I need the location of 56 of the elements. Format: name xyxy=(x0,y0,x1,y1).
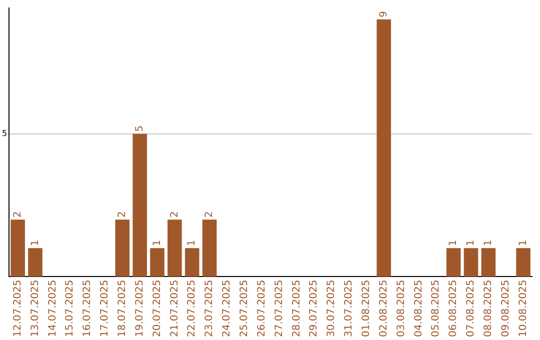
x-tick-label: 05.08.2025 xyxy=(430,280,442,338)
x-tick-label: 15.07.2025 xyxy=(64,280,76,338)
x-tick-label: 30.07.2025 xyxy=(326,280,338,338)
x-tick-label: 17.07.2025 xyxy=(100,280,111,338)
bar xyxy=(115,220,130,277)
x-tick-label: 25.07.2025 xyxy=(238,280,250,338)
bar xyxy=(150,248,164,277)
data-label: 1 xyxy=(448,240,460,246)
bar xyxy=(132,134,147,277)
x-tick-label: 24.07.2025 xyxy=(222,280,233,338)
x-tick-label: 13.07.2025 xyxy=(30,280,41,338)
x-tick-label: 29.07.2025 xyxy=(308,280,320,338)
x-tick-label: 04.08.2025 xyxy=(413,280,424,338)
data-label: 1 xyxy=(518,240,529,246)
data-label: 9 xyxy=(378,11,390,18)
data-label: 2 xyxy=(204,211,216,218)
x-tick-label: 06.08.2025 xyxy=(448,280,460,338)
x-tick-label: 20.07.2025 xyxy=(152,280,163,338)
data-label: 2 xyxy=(116,211,128,218)
bar xyxy=(481,248,496,277)
bar xyxy=(28,248,42,277)
x-tick-label: 01.08.2025 xyxy=(361,280,372,338)
x-tick-label: 12.07.2025 xyxy=(12,280,24,338)
x-tick-label: 18.07.2025 xyxy=(116,280,128,338)
x-tick-label: 31.07.2025 xyxy=(344,280,355,338)
bar xyxy=(184,248,200,277)
x-tick-label: 08.08.2025 xyxy=(483,280,494,338)
data-label: 1 xyxy=(186,240,198,246)
x-tick-label: 16.07.2025 xyxy=(82,280,94,338)
bar xyxy=(446,248,461,277)
x-tick-label: 23.07.2025 xyxy=(204,280,216,338)
bar xyxy=(516,248,530,277)
x-tick-label: 21.07.2025 xyxy=(169,280,180,338)
x-tick-label: 22.07.2025 xyxy=(186,280,198,338)
x-tick-label: 09.08.2025 xyxy=(500,280,512,338)
bar xyxy=(464,248,478,277)
x-tick-label: 02.08.2025 xyxy=(378,280,390,338)
x-tick-label: 10.08.2025 xyxy=(518,280,529,338)
x-tick-label: 26.07.2025 xyxy=(256,280,268,338)
x-tick-label: 28.07.2025 xyxy=(291,280,302,338)
x-tick-label: 19.07.2025 xyxy=(134,280,146,338)
bar xyxy=(168,220,182,277)
data-label: 2 xyxy=(12,211,24,218)
data-label: 1 xyxy=(466,240,477,246)
x-tick-label: 14.07.2025 xyxy=(47,280,58,338)
x-tick-label: 07.08.2025 xyxy=(466,280,477,338)
data-label: 1 xyxy=(483,240,494,246)
bar xyxy=(202,220,217,277)
bar xyxy=(376,19,391,277)
bar xyxy=(10,220,25,277)
data-label: 1 xyxy=(30,240,41,246)
x-tick-label: 03.08.2025 xyxy=(396,280,407,338)
data-label: 1 xyxy=(152,240,163,246)
data-label: 2 xyxy=(169,211,180,218)
data-label: 5 xyxy=(134,125,146,132)
x-tick-label: 27.07.2025 xyxy=(274,280,285,338)
